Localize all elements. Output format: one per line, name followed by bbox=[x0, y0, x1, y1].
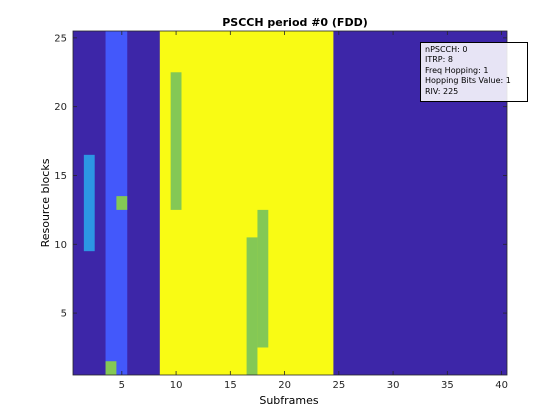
info-box: nPSCCH: 0 ITRP: 8 Freq Hopping: 1 Hoppin… bbox=[420, 42, 528, 102]
y-tick-label: 15 bbox=[54, 171, 67, 182]
y-tick-label: 10 bbox=[54, 240, 67, 251]
x-tick-label: 35 bbox=[441, 380, 454, 391]
info-line: RIV: 225 bbox=[425, 86, 459, 96]
info-line: nPSCCH: 0 bbox=[425, 45, 468, 54]
info-line: Freq Hopping: 1 bbox=[425, 65, 489, 75]
heatmap-cell bbox=[257, 209, 269, 348]
x-tick-label: 40 bbox=[495, 380, 508, 391]
heatmap-cell bbox=[170, 72, 182, 210]
y-tick-label: 5 bbox=[61, 309, 67, 320]
heatmap-cell bbox=[83, 154, 95, 252]
y-tick-label: 25 bbox=[54, 33, 67, 44]
x-tick-label: 20 bbox=[278, 380, 291, 391]
plot-frame bbox=[72, 30, 508, 376]
heatmap-cell bbox=[246, 237, 258, 375]
x-tick-label: 30 bbox=[387, 380, 400, 391]
x-tick-label: 10 bbox=[170, 380, 183, 391]
x-tick-label: 25 bbox=[332, 380, 345, 391]
y-tick-label: 20 bbox=[54, 102, 67, 113]
info-line: ITRP: 8 bbox=[425, 55, 453, 65]
heatmap-cell bbox=[105, 361, 117, 375]
x-axis-label: Subframes bbox=[259, 394, 319, 407]
y-axis-label: Resource blocks bbox=[39, 158, 52, 247]
x-tick-label: 5 bbox=[119, 380, 125, 391]
heatmap-cell bbox=[116, 196, 128, 210]
info-line: Hopping Bits Value: 1 bbox=[425, 76, 511, 86]
chart-title: PSCCH period #0 (FDD) bbox=[222, 16, 368, 29]
x-tick-label: 15 bbox=[224, 380, 237, 391]
